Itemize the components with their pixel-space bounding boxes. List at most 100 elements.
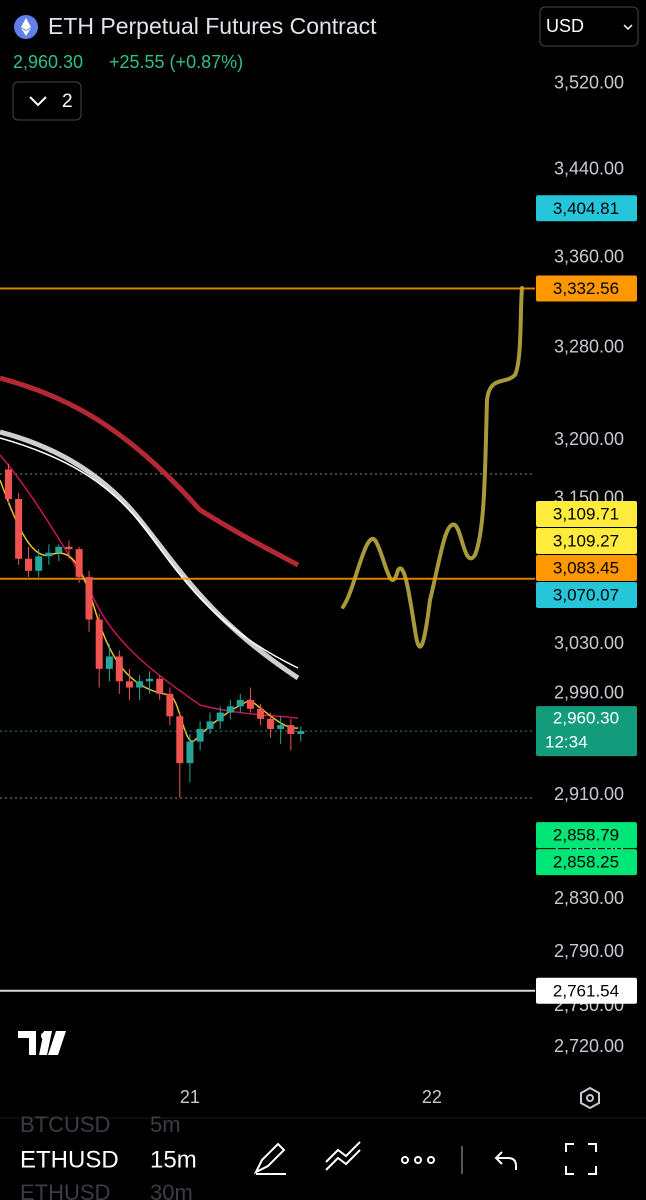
candle-body bbox=[226, 706, 234, 713]
y-tick-label: 3,200.00 bbox=[554, 429, 624, 449]
fullscreen-icon[interactable] bbox=[565, 1143, 597, 1175]
price-label-box bbox=[536, 501, 637, 528]
candle-body bbox=[136, 681, 144, 688]
candle-body bbox=[246, 700, 254, 709]
price-label: 3,083.45 bbox=[553, 559, 619, 578]
dot bbox=[427, 1156, 435, 1164]
candle-body bbox=[4, 469, 12, 499]
y-tick-label: 3,440.00 bbox=[554, 159, 624, 179]
price-label-box bbox=[536, 582, 637, 609]
undo-icon[interactable] bbox=[494, 1151, 517, 1170]
candle-body bbox=[25, 558, 33, 571]
price-label: 2,858.25 bbox=[553, 853, 619, 872]
price-label-box bbox=[536, 528, 637, 555]
trend-icon[interactable] bbox=[325, 1141, 361, 1171]
price-label: 3,404.81 bbox=[553, 199, 619, 218]
price-label: 2,858.79 bbox=[553, 826, 619, 845]
candles bbox=[4, 463, 305, 798]
tv-logo-dot bbox=[41, 1032, 49, 1040]
price-label-box bbox=[536, 275, 637, 302]
candle-body bbox=[85, 576, 93, 620]
symbol-current[interactable]: ETHUSD bbox=[20, 1146, 119, 1173]
settings-icon-center bbox=[586, 1094, 594, 1102]
last-price: 2,960.30 bbox=[13, 52, 83, 72]
price-label-box bbox=[536, 706, 637, 757]
price-label: 3,332.56 bbox=[553, 279, 619, 298]
plot bbox=[0, 286, 535, 992]
candle-body bbox=[65, 546, 73, 550]
candle-body bbox=[45, 552, 53, 557]
moving-average bbox=[0, 437, 299, 669]
price-change: +25.55 (+0.87%) bbox=[109, 52, 243, 72]
interval-option[interactable]: 30m bbox=[150, 1180, 193, 1200]
time-axis: 21 22 bbox=[180, 1087, 442, 1107]
dropdown-icon bbox=[623, 24, 633, 31]
candle-body bbox=[216, 712, 224, 722]
price-label-box bbox=[536, 555, 637, 582]
moving-average bbox=[0, 454, 299, 719]
interval-current[interactable]: 15m bbox=[150, 1146, 197, 1173]
y-tick-label: 2,990.00 bbox=[554, 683, 624, 703]
y-tick-label: 2,830.00 bbox=[554, 888, 624, 908]
currency-box[interactable] bbox=[539, 6, 639, 47]
y-tick-label: 2,910.00 bbox=[554, 784, 624, 804]
y-tick-label: 2,720.00 bbox=[554, 1036, 624, 1056]
settings-icon[interactable] bbox=[580, 1086, 600, 1110]
candle-body bbox=[166, 693, 174, 717]
chevron-icon bbox=[29, 96, 47, 107]
candle-body bbox=[115, 656, 123, 682]
dot bbox=[401, 1156, 409, 1164]
candle-body bbox=[146, 678, 154, 682]
candle-body bbox=[176, 716, 184, 764]
candle-body bbox=[206, 721, 214, 729]
indicators-count: 2 bbox=[62, 91, 73, 112]
candle-body bbox=[15, 498, 23, 559]
candle-body bbox=[267, 718, 275, 729]
currency-select[interactable]: USD bbox=[539, 6, 639, 47]
symbol-option[interactable]: ETHUSD bbox=[20, 1180, 110, 1200]
symbol-title: ETH Perpetual Futures Contract bbox=[48, 13, 377, 39]
moving-average bbox=[0, 375, 300, 568]
candle-body bbox=[156, 678, 164, 694]
price-label-box bbox=[536, 977, 637, 1004]
x-tick-label: 21 bbox=[180, 1087, 200, 1107]
countdown: 12:34 bbox=[545, 733, 588, 752]
price-label: 3,109.27 bbox=[553, 532, 619, 551]
candle-body bbox=[277, 725, 285, 729]
candle-body bbox=[55, 546, 63, 553]
indicators-toggle-box[interactable] bbox=[12, 81, 82, 121]
candle-body bbox=[186, 741, 194, 764]
y-tick-label: 2,790.00 bbox=[554, 941, 624, 961]
price-label: 2,761.54 bbox=[553, 981, 619, 1000]
interval-option[interactable]: 5m bbox=[150, 1112, 181, 1137]
candle-body bbox=[196, 728, 204, 742]
candle-body bbox=[125, 681, 133, 688]
drawing bbox=[341, 286, 524, 649]
candle-body bbox=[287, 725, 295, 734]
price-label: 3,070.07 bbox=[553, 586, 619, 605]
candle-body bbox=[75, 549, 83, 577]
candle-body bbox=[95, 619, 103, 669]
dot bbox=[414, 1156, 422, 1164]
draw-icon[interactable] bbox=[253, 1142, 286, 1175]
candle-body bbox=[35, 556, 43, 571]
candle-body bbox=[105, 656, 113, 669]
indicators-toggle[interactable]: 2 bbox=[12, 81, 82, 121]
more-icon[interactable] bbox=[401, 1156, 435, 1164]
price-labels: 3,404.81 3,332.56 3,109.71 3,109.27 3,083.45… bbox=[536, 195, 637, 1004]
currency-label: USD bbox=[546, 16, 584, 36]
price-label-box bbox=[536, 822, 637, 849]
y-tick-label: 3,280.00 bbox=[554, 337, 624, 357]
x-tick-label: 22 bbox=[422, 1087, 442, 1107]
candle-body bbox=[236, 700, 244, 707]
candle-body bbox=[297, 731, 305, 734]
eth-icon-glyph bbox=[21, 18, 31, 36]
tv-logo bbox=[18, 1031, 66, 1055]
price-label: 2,960.30 bbox=[553, 709, 619, 728]
y-tick-label: 3,520.00 bbox=[554, 73, 624, 93]
symbol-option[interactable]: BTCUSD bbox=[20, 1112, 110, 1137]
price-label: 3,109.71 bbox=[553, 505, 619, 524]
candle-body bbox=[257, 708, 265, 719]
price-label-box bbox=[536, 195, 637, 222]
